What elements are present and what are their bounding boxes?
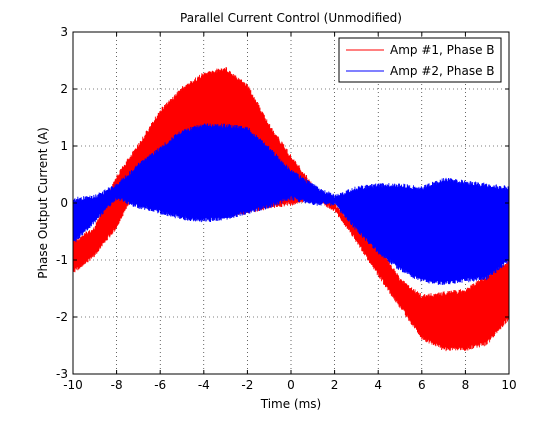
x-tick-label: 10 (501, 378, 516, 392)
x-tick-labels: -10 -8 -6 -4 -2 0 2 4 6 8 10 (63, 378, 516, 392)
legend-label-amp2: Amp #2, Phase B (390, 64, 495, 78)
chart-title: Parallel Current Control (Unmodified) (180, 11, 402, 25)
y-tick-label: 1 (60, 139, 68, 153)
x-tick-label: 6 (418, 378, 426, 392)
y-axis-label: Phase Output Current (A) (36, 127, 50, 279)
x-tick-label: -8 (111, 378, 123, 392)
x-tick-label: -4 (198, 378, 210, 392)
legend-box (338, 37, 502, 83)
series-layer (72, 67, 510, 352)
y-tick-label: -2 (56, 310, 68, 324)
x-tick-label: 0 (287, 378, 295, 392)
y-tick-labels: -3 -2 -1 0 1 2 3 (56, 25, 68, 381)
legend: Amp #1, Phase B Amp #2, Phase B (338, 37, 502, 83)
x-tick-label: -6 (154, 378, 166, 392)
x-axis-label: Time (ms) (260, 397, 322, 411)
y-tick-label: 3 (60, 25, 68, 39)
series-line-amp2 (72, 123, 510, 285)
y-tick-label: 2 (60, 82, 68, 96)
x-tick-label: -10 (63, 378, 83, 392)
y-tick-label: 0 (60, 196, 68, 210)
x-tick-label: 2 (331, 378, 339, 392)
x-tick-label: 8 (462, 378, 470, 392)
y-tick-label: -3 (56, 367, 68, 381)
x-tick-label: -2 (241, 378, 253, 392)
series-amp2 (72, 123, 510, 285)
x-tick-label: 4 (374, 378, 382, 392)
y-tick-label: -1 (56, 253, 68, 267)
ticks (72, 31, 510, 375)
legend-label-amp1: Amp #1, Phase B (390, 43, 495, 57)
